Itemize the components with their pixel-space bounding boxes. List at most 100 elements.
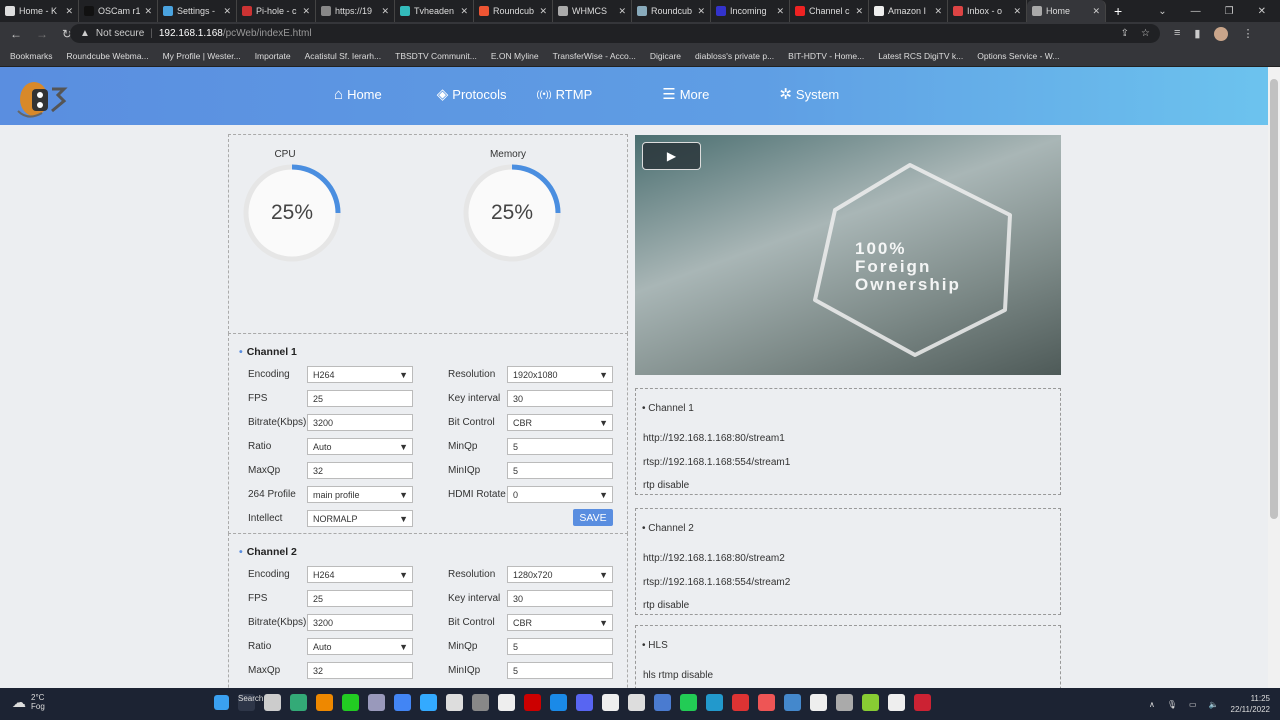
miniqp-input[interactable]: 5: [507, 462, 613, 479]
profile-avatar[interactable]: [1214, 26, 1229, 41]
close-icon[interactable]: ✕: [776, 5, 784, 16]
profile-select[interactable]: main profile ▼: [307, 486, 413, 503]
taskbar-app-icon[interactable]: [914, 694, 931, 711]
bookmark-item[interactable]: Latest RCS DigiTV k...: [878, 50, 964, 61]
taskbar-app-icon[interactable]: [810, 694, 827, 711]
weather-widget[interactable]: ☁ 2°C Fog: [12, 693, 45, 711]
taskbar-app-icon[interactable]: [602, 694, 619, 711]
browser-tab[interactable]: Amazon I ✕: [869, 0, 948, 22]
nav-home[interactable]: ⌂ Home: [334, 85, 382, 103]
bookmark-item[interactable]: diabloss's private p...: [695, 50, 775, 61]
bookmark-item[interactable]: Importate: [254, 50, 291, 61]
close-icon[interactable]: ✕: [144, 5, 152, 16]
browser-tab[interactable]: Channel c ✕: [790, 0, 869, 22]
reading-list-icon[interactable]: ≡: [1174, 26, 1181, 39]
taskbar-app-icon[interactable]: [680, 694, 697, 711]
bit-control-select[interactable]: CBR ▼: [507, 414, 613, 431]
windows-start-icon[interactable]: [214, 695, 229, 710]
fps-input[interactable]: 25: [307, 590, 413, 607]
taskbar-app-icon[interactable]: [524, 694, 541, 711]
nav-rtmp[interactable]: ((•)) RTMP: [537, 85, 593, 103]
miniqp-input[interactable]: 5: [507, 662, 613, 679]
close-window-icon[interactable]: ✕: [1257, 5, 1266, 17]
taskbar-app-icon[interactable]: [862, 694, 879, 711]
taskbar-app-icon[interactable]: [706, 694, 723, 711]
encoding-select[interactable]: H264 ▼: [307, 366, 413, 383]
taskbar-app-icon[interactable]: [290, 694, 307, 711]
restore-icon[interactable]: ❐: [1224, 5, 1234, 17]
mic-icon[interactable]: 🎙: [1166, 699, 1178, 709]
bookmark-item[interactable]: TBSDTV Communit...: [395, 50, 477, 61]
taskbar-app-icon[interactable]: [446, 694, 463, 711]
sidepanel-icon[interactable]: ▮: [1194, 27, 1201, 40]
taskbar-app-icon[interactable]: [888, 694, 905, 711]
clock[interactable]: 11:25 22/11/2022: [1230, 694, 1270, 714]
bookmark-item[interactable]: TransferWise - Acco...: [552, 50, 636, 61]
ratio-select[interactable]: Auto ▼: [307, 438, 413, 455]
nav-more[interactable]: ☰ More: [662, 85, 709, 103]
taskbar-app-icon[interactable]: [576, 694, 593, 711]
browser-tab[interactable]: Tvheaden ✕: [395, 0, 474, 22]
save-button[interactable]: SAVE: [573, 509, 613, 526]
taskbar-search[interactable]: Search: [238, 694, 263, 711]
volume-icon[interactable]: 🔈: [1208, 699, 1219, 709]
taskbar-app-icon[interactable]: [550, 694, 567, 711]
intellect-select[interactable]: NORMALP ▼: [307, 510, 413, 527]
page-scrollbar[interactable]: [1268, 67, 1280, 688]
close-icon[interactable]: ✕: [1013, 5, 1021, 16]
browser-tab[interactable]: Incoming ✕: [711, 0, 790, 22]
maxqp-input[interactable]: 32: [307, 462, 413, 479]
share-icon[interactable]: ⇪: [1120, 28, 1130, 39]
close-icon[interactable]: ✕: [1092, 5, 1100, 16]
nav-protocols[interactable]: ◈ Protocols: [437, 85, 507, 103]
taskbar-app-icon[interactable]: [732, 694, 749, 711]
encoding-select[interactable]: H264 ▼: [307, 566, 413, 583]
resolution-select[interactable]: 1280x720 ▼: [507, 566, 613, 583]
taskbar-app-icon[interactable]: [628, 694, 645, 711]
browser-tab[interactable]: Settings - ✕: [158, 0, 237, 22]
browser-tab[interactable]: Home - K ✕: [0, 0, 79, 22]
fps-input[interactable]: 25: [307, 390, 413, 407]
close-icon[interactable]: ✕: [381, 5, 389, 16]
browser-tab[interactable]: Roundcub ✕: [632, 0, 711, 22]
taskbar-app-icon[interactable]: [420, 694, 437, 711]
taskbar-app-icon[interactable]: [472, 694, 489, 711]
video-player[interactable]: 100% Foreign Ownership ▶: [635, 135, 1061, 375]
taskbar-app-icon[interactable]: [368, 694, 385, 711]
close-icon[interactable]: ✕: [855, 5, 863, 16]
url-input[interactable]: ▲ Not secure | 192.168.1.168/pcWeb/index…: [70, 24, 1160, 43]
browser-tab[interactable]: Inbox - o ✕: [948, 0, 1027, 22]
bitrate-input[interactable]: 3200: [307, 414, 413, 431]
close-icon[interactable]: ✕: [539, 5, 547, 16]
resolution-select[interactable]: 1920x1080 ▼: [507, 366, 613, 383]
bookmark-item[interactable]: My Profile | Wester...: [162, 50, 241, 61]
new-tab-button[interactable]: +: [1114, 3, 1123, 19]
network-icon[interactable]: ▭: [1189, 699, 1197, 709]
star-icon[interactable]: ☆: [1141, 28, 1150, 39]
ratio-select[interactable]: Auto ▼: [307, 638, 413, 655]
bit-control-select[interactable]: CBR ▼: [507, 614, 613, 631]
taskbar-app-icon[interactable]: [394, 694, 411, 711]
browser-tab[interactable]: Pi-hole - c ✕: [237, 0, 316, 22]
bookmark-item[interactable]: Roundcube Webma...: [66, 50, 149, 61]
key-interval-input[interactable]: 30: [507, 590, 613, 607]
taskbar-app-icon[interactable]: [758, 694, 775, 711]
bookmark-item[interactable]: Digicare: [649, 50, 682, 61]
taskbar-app-icon[interactable]: [784, 694, 801, 711]
minqp-input[interactable]: 5: [507, 638, 613, 655]
chevron-up-icon[interactable]: ∧: [1149, 699, 1155, 709]
close-icon[interactable]: ✕: [302, 5, 310, 16]
bitrate-input[interactable]: 3200: [307, 614, 413, 631]
close-icon[interactable]: ✕: [65, 5, 73, 16]
hdmi-rotate-select[interactable]: 0 ▼: [507, 486, 613, 503]
taskbar-app-icon[interactable]: [836, 694, 853, 711]
back-icon[interactable]: ←: [10, 26, 22, 41]
close-icon[interactable]: ✕: [618, 5, 626, 16]
browser-tab[interactable]: WHMCS ✕: [553, 0, 632, 22]
taskbar-app-icon[interactable]: [264, 694, 281, 711]
minqp-input[interactable]: 5: [507, 438, 613, 455]
browser-tab[interactable]: https://19 ✕: [316, 0, 395, 22]
bookmark-item[interactable]: BIT-HDTV - Home...: [788, 50, 865, 61]
play-button[interactable]: ▶: [642, 142, 701, 170]
bookmark-item[interactable]: Acatistul Sf. Ierarh...: [304, 50, 382, 61]
